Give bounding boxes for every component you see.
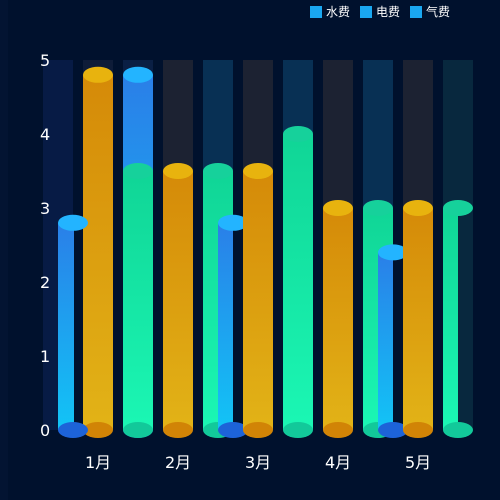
- bar-base: [218, 422, 248, 438]
- bar-cap: [58, 214, 88, 231]
- legend-swatch-electricity: [360, 5, 373, 18]
- bar-cap: [323, 200, 353, 216]
- y-tick-label: 5: [40, 51, 50, 70]
- legend-label-electricity: 电费: [376, 5, 401, 19]
- x-category-label: 5月: [405, 453, 431, 472]
- bar: [323, 208, 353, 430]
- y-tick-label: 4: [40, 125, 50, 144]
- y-tick-label: 1: [40, 347, 50, 366]
- bar-cap: [203, 163, 233, 179]
- bar-cap: [123, 66, 153, 83]
- legend-label-gas: 气费: [426, 5, 451, 19]
- x-category-label: 1月: [85, 453, 111, 472]
- bar: [378, 252, 393, 430]
- bar-cap: [243, 163, 273, 179]
- bar-base: [443, 422, 473, 438]
- bar-base: [283, 422, 313, 438]
- bar: [123, 171, 153, 430]
- bar-base: [83, 422, 113, 438]
- bar-base: [123, 422, 153, 438]
- legend-swatch-water: [310, 5, 322, 18]
- bar-cap: [283, 126, 313, 142]
- bar-base: [323, 422, 353, 438]
- legend-item-electricity[interactable]: 电费: [360, 3, 400, 20]
- bar: [58, 222, 74, 430]
- y-tick-label: 0: [40, 421, 50, 440]
- bar-cap: [83, 66, 113, 83]
- bar-base: [403, 422, 433, 438]
- legend-swatch-gas: [410, 5, 423, 18]
- bar: [443, 208, 458, 430]
- legend-item-water[interactable]: 水费: [310, 3, 350, 20]
- x-category-label: 4月: [325, 453, 351, 472]
- bar-base: [243, 422, 273, 438]
- bar-cap: [443, 200, 473, 216]
- legend: 水费 电费 气费: [310, 3, 450, 20]
- bar-base: [378, 422, 408, 438]
- y-tick-label: 3: [40, 199, 50, 218]
- bar: [218, 222, 233, 430]
- bar: [403, 208, 433, 430]
- x-category-label: 2月: [165, 453, 191, 472]
- bar: [83, 74, 113, 431]
- bar-cap: [123, 163, 153, 179]
- bar: [163, 171, 193, 430]
- bar-cap: [218, 214, 248, 231]
- bar: [243, 171, 273, 430]
- bar: [283, 134, 313, 430]
- bar-base: [58, 422, 88, 438]
- legend-label-water: 水费: [326, 5, 351, 19]
- x-category-label: 3月: [245, 453, 271, 472]
- bar-cap: [363, 200, 393, 216]
- bar-cap: [163, 163, 193, 179]
- bar-cap: [378, 244, 408, 261]
- bar-cap: [403, 200, 433, 216]
- y-tick-label: 2: [40, 273, 50, 292]
- bar-base: [163, 422, 193, 438]
- legend-item-gas[interactable]: 气费: [410, 3, 450, 20]
